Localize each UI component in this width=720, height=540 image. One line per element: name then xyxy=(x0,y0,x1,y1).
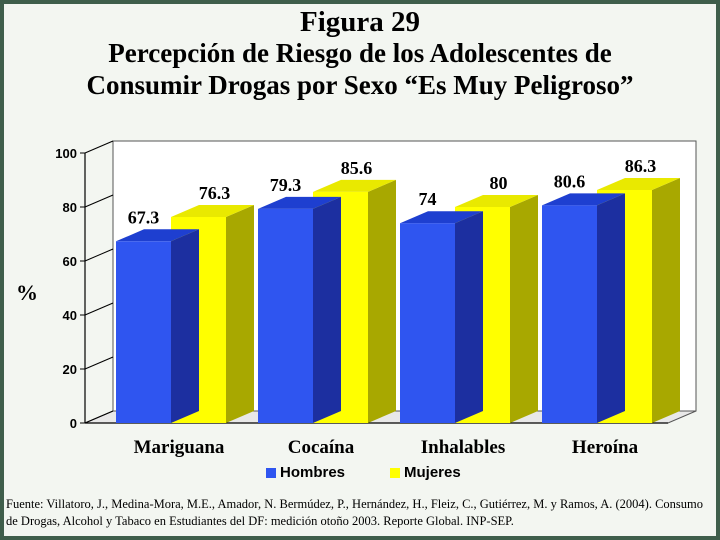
x-tick-label: Inhalables xyxy=(421,437,505,458)
y-tick-label: 40 xyxy=(63,308,77,323)
legend-label-hombres: Hombres xyxy=(280,464,346,481)
bar-top xyxy=(313,179,396,192)
y-axis-label: % xyxy=(16,280,38,305)
chart-title-line-2: Consumir Drogas por Sexo “Es Muy Peligro… xyxy=(86,70,634,100)
y-tick-depth xyxy=(84,248,114,262)
bar-front xyxy=(400,223,455,423)
bar-top xyxy=(542,193,625,206)
x-tick-label: Mariguana xyxy=(134,437,225,458)
legend-label-mujeres: Mujeres xyxy=(404,464,461,481)
bar-side xyxy=(226,204,254,423)
bar-top xyxy=(400,211,483,224)
legend-item-mujeres: Mujeres xyxy=(390,464,461,481)
figure-number: Figura 29 xyxy=(299,6,421,38)
data-label-mujeres: 86.3 xyxy=(625,156,657,176)
y-tick-label: 60 xyxy=(63,254,77,269)
legend-item-hombres: Hombres xyxy=(266,464,345,481)
y-tick-label: 100 xyxy=(55,146,77,161)
data-label-mujeres: 80 xyxy=(490,173,508,193)
slide: Figura 29 Percepción de Riesgo de los Ad… xyxy=(4,4,716,536)
bar-top xyxy=(258,196,341,209)
data-label-hombres: 80.6 xyxy=(554,171,586,191)
bar-side xyxy=(368,179,396,423)
bar-side xyxy=(171,229,199,423)
bar-side xyxy=(510,195,538,423)
source-note: Fuente: Villatoro, J., Medina-Mora, M.E.… xyxy=(6,497,704,528)
bar-chart: 0 20 40 60 80 100% Mariguana 76.3 67.3 Cocaína 85.… xyxy=(16,140,697,458)
y-tick-label: 0 xyxy=(70,416,77,431)
legend-swatch-hombres xyxy=(266,468,276,479)
bar-side xyxy=(313,196,341,423)
y-tick-label: 80 xyxy=(63,200,77,215)
x-tick-label: Cocaína xyxy=(288,437,355,458)
bar-hombres xyxy=(542,193,625,423)
chart-title-line-1: Percepción de Riesgo de los Adolescentes… xyxy=(108,38,612,68)
y-tick-label: 20 xyxy=(63,362,77,377)
bar-front xyxy=(116,241,171,423)
data-label-mujeres: 76.3 xyxy=(199,183,231,203)
y-tick-depth xyxy=(84,356,114,370)
bar-top xyxy=(597,177,680,190)
bar-hombres xyxy=(400,211,483,423)
bar-front xyxy=(258,208,313,423)
x-tick-label: Heroína xyxy=(572,437,639,458)
bar-top xyxy=(171,204,254,217)
y-tick-depth xyxy=(84,194,114,208)
data-label-hombres: 79.3 xyxy=(270,175,302,195)
bar-top xyxy=(455,195,538,207)
y-tick-depth xyxy=(84,410,114,424)
data-label-mujeres: 85.6 xyxy=(341,158,373,178)
bar-front xyxy=(542,205,597,423)
bar-side xyxy=(652,177,680,423)
bar-side xyxy=(455,211,483,423)
bar-side xyxy=(597,193,625,423)
bar-hombres xyxy=(116,229,199,423)
y-tick-depth xyxy=(84,302,114,316)
legend-swatch-mujeres xyxy=(390,468,400,479)
data-label-hombres: 67.3 xyxy=(128,207,160,227)
data-label-hombres: 74 xyxy=(419,189,437,209)
bar-top xyxy=(116,229,199,242)
y-tick-depth xyxy=(84,140,114,154)
bar-hombres xyxy=(258,196,341,423)
